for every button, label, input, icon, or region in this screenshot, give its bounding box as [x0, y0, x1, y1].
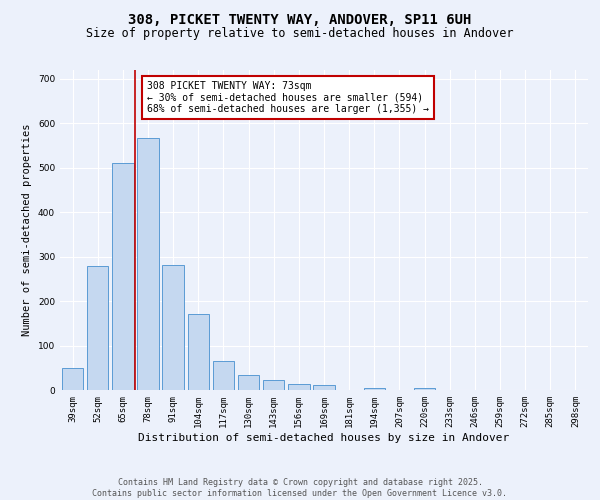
Bar: [137, 138, 158, 390]
Y-axis label: Number of semi-detached properties: Number of semi-detached properties: [22, 124, 32, 336]
Text: Size of property relative to semi-detached houses in Andover: Size of property relative to semi-detach…: [86, 28, 514, 40]
Text: 308 PICKET TWENTY WAY: 73sqm
← 30% of semi-detached houses are smaller (594)
68%: 308 PICKET TWENTY WAY: 73sqm ← 30% of se…: [147, 81, 429, 114]
X-axis label: Distribution of semi-detached houses by size in Andover: Distribution of semi-detached houses by …: [139, 432, 509, 442]
Bar: [87, 266, 109, 390]
Bar: [163, 265, 184, 390]
Bar: [62, 368, 83, 390]
Bar: [112, 164, 134, 390]
Bar: [364, 388, 385, 390]
Text: Contains HM Land Registry data © Crown copyright and database right 2025.
Contai: Contains HM Land Registry data © Crown c…: [92, 478, 508, 498]
Bar: [188, 314, 209, 390]
Text: 308, PICKET TWENTY WAY, ANDOVER, SP11 6UH: 308, PICKET TWENTY WAY, ANDOVER, SP11 6U…: [128, 12, 472, 26]
Bar: [313, 385, 335, 390]
Bar: [213, 361, 234, 390]
Bar: [238, 376, 259, 390]
Bar: [263, 380, 284, 390]
Bar: [414, 388, 435, 390]
Bar: [288, 384, 310, 390]
